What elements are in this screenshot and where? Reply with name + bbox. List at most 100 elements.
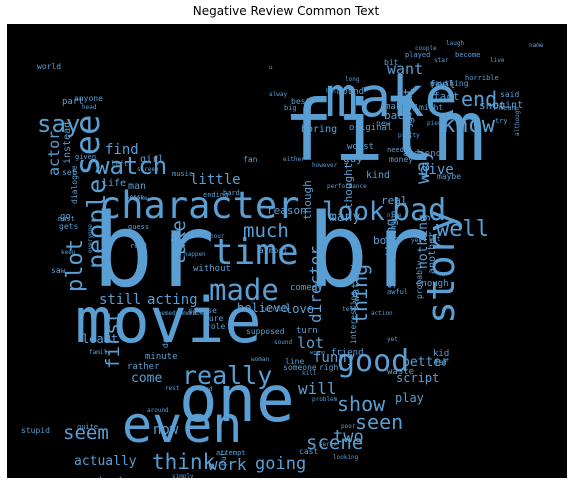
cloud-word-horrible: horrible: [465, 74, 499, 82]
cloud-word-still: still: [99, 292, 141, 308]
cloud-word-life: life: [102, 178, 126, 189]
cloud-word-turn: turn: [296, 326, 318, 336]
cloud-word-everything: everything: [389, 211, 398, 259]
cloud-word-little: little: [190, 172, 241, 188]
cloud-word-u: u: [269, 64, 273, 71]
cloud-word-shot: shot: [479, 99, 506, 112]
cloud-word-world: world: [37, 62, 61, 71]
cloud-word-put: put: [219, 451, 228, 466]
cloud-word-bad: bad: [392, 193, 446, 228]
cloud-word-kid: kid: [433, 349, 449, 359]
cloud-word-big: big: [284, 104, 297, 112]
cloud-word-give: give: [420, 162, 454, 178]
cloud-word-almost: almost: [259, 246, 288, 255]
cloud-word-day: day: [161, 333, 170, 348]
cloud-word-audience: audience: [403, 149, 446, 159]
cloud-word-plot: plot: [63, 239, 88, 292]
cloud-word-kind: kind: [366, 170, 390, 181]
cloud-word-point: point: [493, 100, 523, 111]
cloud-word-yet: yet: [387, 336, 398, 343]
cloud-word-bit: bit: [384, 58, 399, 67]
cloud-word-look: look: [322, 197, 385, 227]
cloud-word-right: right: [319, 363, 343, 372]
cloud-word-sound: sound: [274, 339, 292, 346]
cloud-word-keep: keep: [61, 249, 76, 256]
cloud-word-moment: moment: [176, 310, 198, 317]
cloud-word-looking: looking: [333, 454, 359, 461]
cloud-word-really: really: [182, 361, 272, 390]
cloud-word-woman: woman: [251, 356, 269, 363]
cloud-word-old: old: [342, 155, 353, 162]
cloud-word-anything: anything: [430, 79, 469, 88]
cloud-word-feel: feel: [429, 78, 456, 91]
cloud-word-go: go: [60, 212, 71, 222]
cloud-word-comedy: comedy: [290, 283, 323, 293]
cloud-word-original: original: [349, 123, 392, 133]
cloud-word-will: will: [298, 379, 337, 398]
cloud-word-money: money: [389, 155, 413, 164]
cloud-word-nice: nice: [387, 212, 402, 219]
cloud-word-far: far: [434, 358, 449, 367]
cloud-word-scene: scene: [306, 432, 363, 454]
cloud-word-nothing: nothing: [416, 214, 431, 269]
cloud-word-worst: worst: [347, 142, 374, 152]
cloud-word-girl: girl: [140, 154, 164, 165]
cloud-word-show: show: [337, 392, 386, 416]
cloud-word-story: story: [419, 210, 463, 324]
cloud-word-live: live: [490, 57, 505, 64]
cloud-word-people: people: [82, 179, 111, 269]
cloud-word-attempt: attempt: [216, 449, 246, 457]
cloud-word-take: take: [168, 220, 190, 266]
cloud-word-wrong: wrong: [310, 350, 325, 356]
cloud-word-least: least: [82, 332, 118, 346]
cloud-word-play: play: [395, 391, 424, 405]
cloud-word-hour: hour: [210, 233, 225, 240]
cloud-word-seen: seen: [355, 410, 403, 434]
cloud-word-mean: mean: [499, 104, 516, 112]
cloud-word-become: become: [455, 51, 480, 59]
cloud-word-watching: watching: [349, 249, 362, 302]
cloud-word-actually: actually: [74, 454, 137, 469]
cloud-word-screen: screen: [137, 166, 159, 173]
cloud-word-say: say: [37, 110, 80, 138]
cloud-word-simply: simply: [172, 473, 194, 478]
cloud-word-guy: guy: [343, 152, 363, 165]
cloud-word-start: start: [91, 474, 124, 478]
cloud-word-funny: funny: [313, 350, 355, 366]
cloud-word-action: action: [371, 310, 393, 317]
cloud-word-course: course: [188, 306, 217, 315]
cloud-word-stupid: stupid: [21, 426, 50, 435]
cloud-word-tell: tell: [342, 306, 357, 313]
cloud-word-let: let: [428, 235, 441, 243]
cloud-word-kill: kill: [302, 370, 317, 377]
cloud-word-try: try: [495, 117, 508, 125]
cloud-word-sure: sure: [204, 314, 223, 323]
cloud-word-piece: piece: [427, 120, 445, 127]
cloud-word-either: either: [283, 156, 305, 163]
cloud-word-thought: thought: [342, 163, 355, 209]
cloud-word-first: first: [102, 312, 124, 369]
cloud-word-without: without: [193, 264, 231, 274]
cloud-word-many: many: [329, 210, 360, 225]
cloud-word-believe: believe: [237, 301, 288, 315]
cloud-word-seem: seem: [63, 422, 109, 444]
cloud-word-name: name: [529, 42, 544, 49]
cloud-word-although: although: [514, 107, 521, 136]
cloud-word-man: man: [128, 181, 146, 192]
cloud-word-movie: movie: [75, 284, 262, 357]
cloud-word-given: given: [75, 153, 96, 161]
cloud-word-however: however: [312, 162, 338, 169]
cloud-word-watch: watch: [95, 152, 167, 180]
cloud-word-seemed: seemed: [154, 310, 176, 317]
chart-title: Negative Review Common Text: [192, 4, 380, 18]
cloud-word-problem: problem: [312, 396, 338, 403]
cloud-word-real: real: [381, 194, 408, 207]
cloud-word-left: left: [111, 160, 128, 168]
cloud-word-trying: trying: [401, 101, 414, 141]
cloud-word-played: played: [405, 51, 430, 59]
cloud-word-well: well: [436, 217, 489, 242]
cloud-word-sense: sense: [126, 194, 144, 201]
cloud-word-think: think: [152, 450, 216, 474]
cloud-word-much: much: [243, 220, 289, 242]
